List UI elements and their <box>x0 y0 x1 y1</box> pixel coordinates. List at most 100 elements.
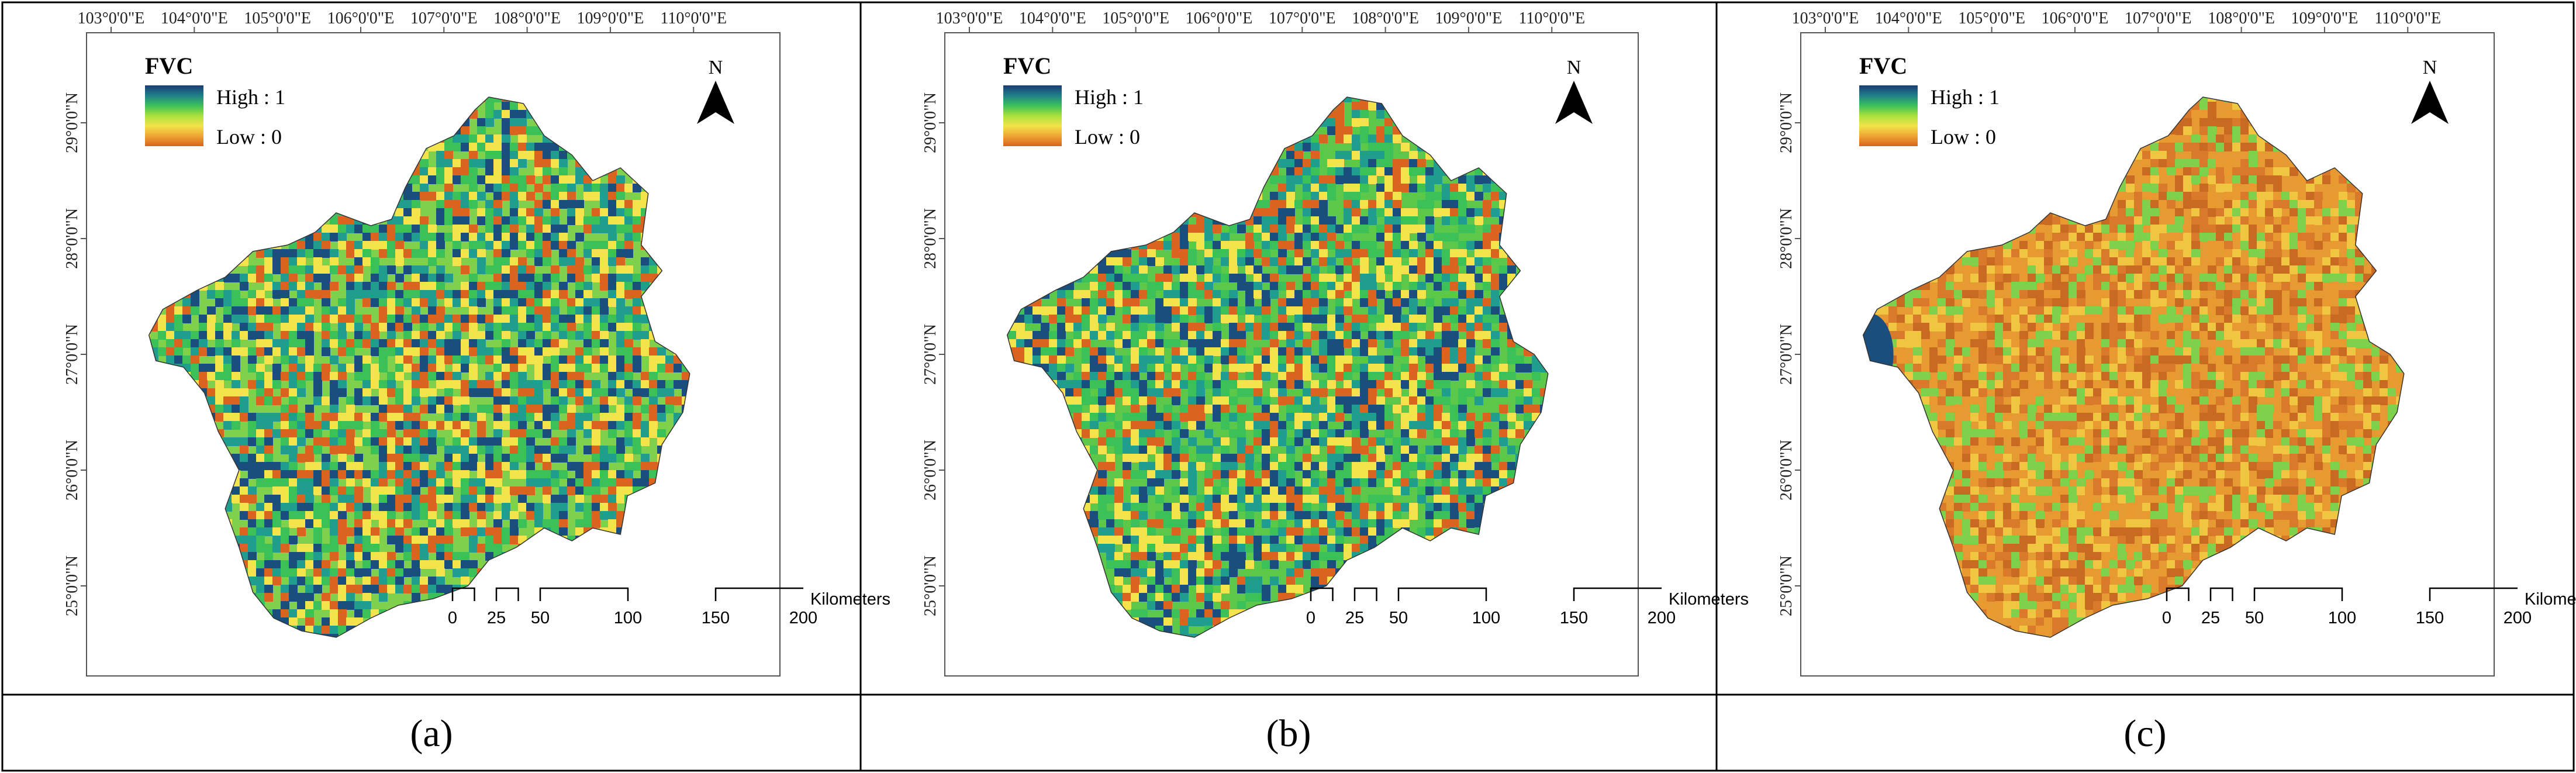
scale-segment <box>2429 587 2518 601</box>
lat-label: 26°0'0"N <box>921 440 940 501</box>
panel-c: 103°0'0"E 104°0'0"E 105°0'0"E 106°0'0"E 107°… <box>1777 9 2576 755</box>
lon-label: 106°0'0"E <box>2042 9 2109 27</box>
lon-label: 109°0'0"E <box>1435 9 1503 27</box>
lon-label: 109°0'0"E <box>2291 9 2359 27</box>
lat-label: 29°0'0"N <box>63 92 81 153</box>
scale-tick-label: 50 <box>2245 609 2264 627</box>
north-arrow-icon <box>1555 81 1593 124</box>
caption-c: (c) <box>2123 712 2166 755</box>
scale-tick-label: 150 <box>2416 609 2444 627</box>
lat-label: 27°0'0"N <box>63 324 81 385</box>
legend-colorbar <box>1859 85 1918 146</box>
lon-label: 108°0'0"E <box>2208 9 2275 27</box>
scale-segment <box>539 587 629 601</box>
scale-tick-label: 100 <box>1472 609 1500 627</box>
scale-tick-label: 0 <box>2162 609 2171 627</box>
lon-label: 108°0'0"E <box>493 9 561 27</box>
scale-segment <box>2166 587 2190 601</box>
lat-label: 27°0'0"N <box>1777 324 1795 385</box>
scale-tick-label: 150 <box>1560 609 1588 627</box>
north-arrow-icon <box>2411 81 2449 124</box>
lon-label: 107°0'0"E <box>2125 9 2192 27</box>
lon-label: 106°0'0"E <box>1186 9 1253 27</box>
lat-label: 25°0'0"N <box>921 555 940 616</box>
scale-segment <box>714 587 803 601</box>
lat-label: 28°0'0"N <box>63 208 81 269</box>
scale-tick-label: 100 <box>2328 609 2356 627</box>
scale-segment <box>2209 587 2233 601</box>
province-outline <box>1862 96 2405 638</box>
lon-label: 110°0'0"E <box>1518 9 1585 27</box>
lat-label: 26°0'0"N <box>1777 440 1795 501</box>
lat-label: 28°0'0"N <box>1777 208 1795 269</box>
legend-high-label: High : 1 <box>1931 85 2000 109</box>
scale-segment <box>1397 587 1487 601</box>
scale-segment <box>2253 587 2343 601</box>
legend-low-label: Low : 0 <box>1075 125 1140 149</box>
panel-b: 103°0'0"E 104°0'0"E 105°0'0"E 106°0'0"E 107°… <box>921 9 1749 755</box>
legend-title: FVC <box>1859 53 1907 79</box>
north-arrow-icon <box>697 81 734 124</box>
province-outline <box>148 96 690 638</box>
north-label: N <box>1567 57 1581 78</box>
lon-label: 104°0'0"E <box>1019 9 1086 27</box>
lon-label: 108°0'0"E <box>1352 9 1419 27</box>
lon-label: 104°0'0"E <box>161 9 228 27</box>
lat-label: 29°0'0"N <box>1777 92 1795 153</box>
province-outline <box>1006 96 1549 638</box>
scale-unit-label: Kilometers <box>1669 590 1749 609</box>
scale-segment <box>1573 587 1662 601</box>
scale-segment <box>495 587 519 601</box>
legend-colorbar <box>1003 85 1062 146</box>
scale-tick-label: 200 <box>2504 609 2532 627</box>
legend-low-label: Low : 0 <box>1931 125 1996 149</box>
scale-unit-label: Kilometers <box>810 590 890 609</box>
lon-label: 104°0'0"E <box>1875 9 1942 27</box>
lon-label: 110°0'0"E <box>660 9 727 27</box>
lon-label: 107°0'0"E <box>1269 9 1336 27</box>
lon-label: 103°0'0"E <box>936 9 1003 27</box>
lat-label: 25°0'0"N <box>1777 555 1795 616</box>
scale-segment <box>451 587 475 601</box>
legend-title: FVC <box>145 53 193 79</box>
caption-a: (a) <box>410 712 453 755</box>
lon-label: 105°0'0"E <box>1958 9 2025 27</box>
scale-tick-label: 25 <box>487 609 506 627</box>
lon-label: 106°0'0"E <box>327 9 395 27</box>
scale-tick-label: 25 <box>2201 609 2220 627</box>
lat-label: 25°0'0"N <box>63 555 81 616</box>
scale-segment <box>1310 587 1334 601</box>
lon-label: 107°0'0"E <box>410 9 478 27</box>
lat-label: 29°0'0"N <box>921 92 940 153</box>
lat-label: 28°0'0"N <box>921 208 940 269</box>
scale-tick-label: 50 <box>531 609 550 627</box>
lon-label: 103°0'0"E <box>1792 9 1859 27</box>
scale-tick-label: 200 <box>789 609 817 627</box>
scale-segment <box>1353 587 1377 601</box>
north-label: N <box>2423 57 2437 78</box>
legend-high-label: High : 1 <box>1075 85 1144 109</box>
scale-unit-label: Kilometers <box>2525 590 2576 609</box>
lon-label: 105°0'0"E <box>244 9 311 27</box>
legend-title: FVC <box>1003 53 1051 79</box>
lon-label: 103°0'0"E <box>78 9 145 27</box>
panel-a: 103°0'0"E 104°0'0"E 105°0'0"E 106°0'0"E 107°… <box>63 9 890 755</box>
scale-tick-label: 150 <box>702 609 730 627</box>
scale-tick-label: 0 <box>1306 609 1315 627</box>
legend-high-label: High : 1 <box>216 85 285 109</box>
lat-label: 27°0'0"N <box>921 324 940 385</box>
scale-tick-label: 200 <box>1648 609 1676 627</box>
lat-label: 26°0'0"N <box>63 440 81 501</box>
scale-tick-label: 100 <box>614 609 642 627</box>
scale-tick-label: 50 <box>1389 609 1408 627</box>
legend-colorbar <box>145 85 203 146</box>
legend-low-label: Low : 0 <box>216 125 282 149</box>
scale-tick-label: 0 <box>448 609 457 627</box>
lon-label: 105°0'0"E <box>1102 9 1169 27</box>
